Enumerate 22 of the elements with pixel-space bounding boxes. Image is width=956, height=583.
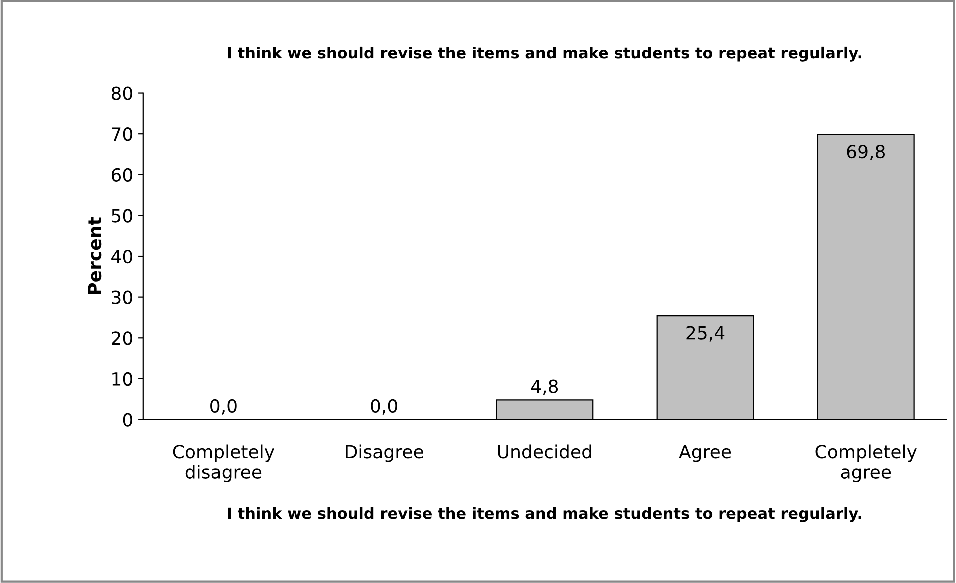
x-tick-label: Agree xyxy=(679,445,732,462)
y-tick-label: 50 xyxy=(112,209,132,223)
x-tick-label: Disagree xyxy=(346,444,424,462)
y-axis-title: Percent xyxy=(88,218,102,294)
y-tick-label: 10 xyxy=(112,372,132,386)
data-label: 25,4 xyxy=(686,326,725,342)
data-label: 4,8 xyxy=(531,380,558,396)
data-label: 0,0 xyxy=(371,399,398,415)
x-tick-label: Completely agree xyxy=(816,444,917,482)
data-label: 0,0 xyxy=(210,399,237,415)
x-tick-label: Undecided xyxy=(498,444,592,459)
y-tick-label: 0 xyxy=(123,413,132,427)
y-tick-label: 20 xyxy=(112,332,132,346)
data-label: 69,8 xyxy=(847,145,885,161)
x-tick-label: Completely disagree xyxy=(173,444,275,482)
y-tick-label: 80 xyxy=(112,86,132,100)
x-axis-title: I think we should revise the items and make students to repeat regularly. xyxy=(228,507,862,522)
y-tick-label: 60 xyxy=(112,168,132,182)
y-tick-label: 40 xyxy=(112,250,132,264)
y-tick-label: 70 xyxy=(112,128,132,142)
y-tick-label: 30 xyxy=(112,290,132,304)
chart-title: I think we should revise the items and make students to repeat regularly. xyxy=(228,46,862,62)
